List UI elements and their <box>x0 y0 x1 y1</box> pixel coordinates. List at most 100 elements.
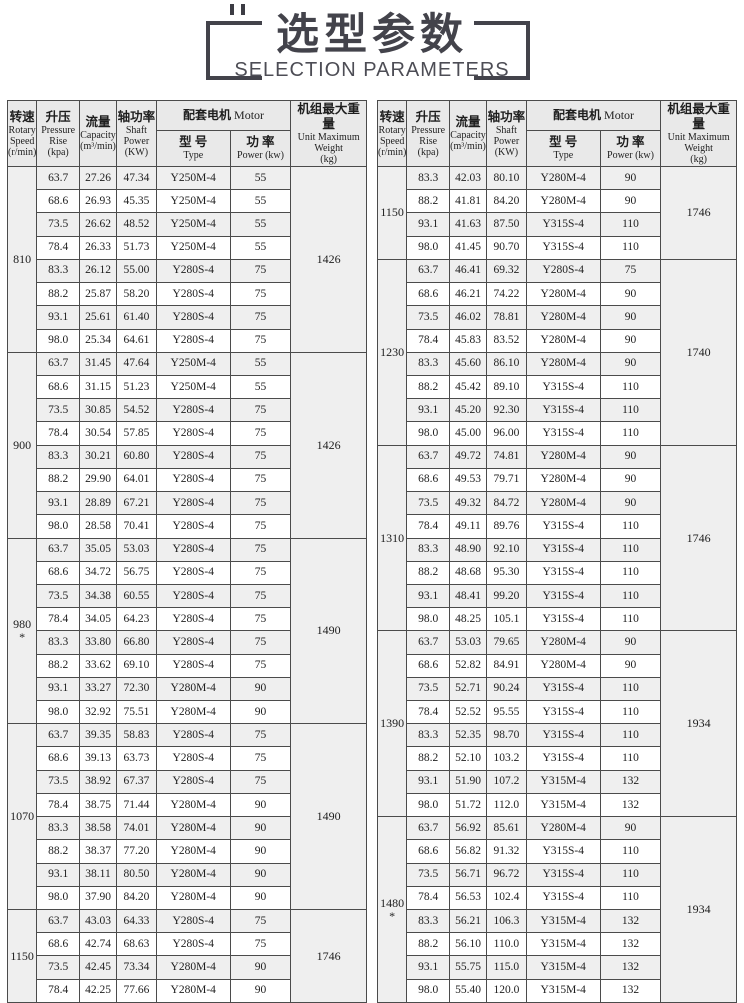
pressure-cell: 83.3 <box>406 908 451 934</box>
table-row: 83.3 45.60 86.10 Y280M-4 90 <box>378 351 737 376</box>
capacity-cell: 46.02 <box>449 305 487 330</box>
pressure-cell: 98.0 <box>406 235 451 260</box>
shaft-power-cell: 60.80 <box>115 444 157 469</box>
table-row: 93.1 55.75 115.0 Y315M-4 132 <box>378 955 737 980</box>
shaft-power-cell: 77.66 <box>115 978 157 1003</box>
header-row-2: 型 号 Type 功 率 Power (kw) <box>378 129 737 168</box>
speed-cell: 980 * <box>6 537 38 725</box>
table-header: 转速 Rotary Speed (r/min) 升压 Pressure Rise (k… <box>376 100 737 168</box>
table-row: 78.4 38.75 71.44 Y280M-4 90 <box>8 792 367 818</box>
header-capacity: 流量 Capacity (m³/min) <box>79 100 117 167</box>
capacity-cell: 25.87 <box>79 282 117 307</box>
header-motor-zh: 配套电机 <box>183 108 232 123</box>
motor-power-cell: 132 <box>599 908 662 934</box>
table-row: 83.3 52.35 98.70 Y315S-4 110 <box>378 723 737 748</box>
capacity-cell: 33.80 <box>79 630 117 655</box>
pressure-cell: 88.2 <box>36 653 81 678</box>
pressure-cell: 98.0 <box>36 885 81 911</box>
capacity-cell: 48.90 <box>449 537 487 562</box>
table-row: 98.0 48.25 105.1 Y315S-4 110 <box>378 607 737 632</box>
capacity-cell: 28.89 <box>79 491 117 516</box>
pressure-cell: 98.0 <box>406 978 451 1003</box>
table-row: 88.2 41.81 84.20 Y280M-4 90 <box>378 189 737 214</box>
motor-power-cell: 75 <box>599 258 662 284</box>
motor-type-cell: Y315S-4 <box>525 746 601 771</box>
capacity-cell: 48.41 <box>449 583 487 609</box>
pressure-cell: 73.5 <box>36 955 81 980</box>
capacity-cell: 55.40 <box>449 978 487 1003</box>
table-row: 83.3 48.90 92.10 Y315S-4 110 <box>378 537 737 562</box>
capacity-cell: 29.90 <box>79 467 117 493</box>
motor-power-cell: 90 <box>229 862 292 887</box>
shaft-power-cell: 64.01 <box>115 467 157 493</box>
shaft-power-cell: 95.30 <box>485 560 527 585</box>
table-row: 88.2 45.42 89.10 Y315S-4 110 <box>378 374 737 400</box>
motor-type-cell: Y280M-4 <box>525 491 601 516</box>
motor-type-cell: Y250M-4 <box>155 374 231 400</box>
weight-cell: 1426 <box>290 351 367 539</box>
table-row: 1230 63.7 46.41 69.32 Y280S-4 75 1740 <box>376 258 737 446</box>
capacity-cell: 52.10 <box>449 746 487 771</box>
speed-cell: 1310 <box>376 444 408 632</box>
table-row: 73.5 34.38 60.55 Y280S-4 75 <box>8 583 367 609</box>
motor-type-cell: Y280S-4 <box>155 514 231 539</box>
motor-type-cell: Y315S-4 <box>525 560 601 585</box>
pressure-cell: 63.7 <box>406 258 451 284</box>
capacity-cell: 46.21 <box>449 282 487 307</box>
table-row: 68.6 39.13 63.73 Y280S-4 75 <box>8 746 367 771</box>
header-motor-type-en: Type <box>183 150 204 162</box>
capacity-cell: 41.45 <box>449 235 487 260</box>
motor-type-cell: Y280M-4 <box>525 630 601 655</box>
shaft-power-cell: 99.20 <box>485 583 527 609</box>
motor-type-cell: Y250M-4 <box>155 165 231 191</box>
pressure-cell: 63.7 <box>406 444 451 469</box>
shaft-power-cell: 120.0 <box>485 978 527 1003</box>
shaft-power-cell: 83.52 <box>485 328 527 353</box>
shaft-power-cell: 115.0 <box>485 955 527 980</box>
motor-type-cell: Y315S-4 <box>525 607 601 632</box>
motor-type-cell: Y315S-4 <box>525 723 601 748</box>
pressure-cell: 98.0 <box>36 514 81 539</box>
motor-type-cell: Y250M-4 <box>155 212 231 237</box>
pressure-cell: 93.1 <box>406 769 451 794</box>
weight-cell: 1746 <box>660 444 737 632</box>
pressure-cell: 78.4 <box>36 978 81 1003</box>
pressure-cell: 63.7 <box>36 537 81 562</box>
capacity-cell: 56.21 <box>449 908 487 934</box>
capacity-cell: 38.75 <box>79 792 117 818</box>
pressure-cell: 78.4 <box>36 607 81 632</box>
motor-power-cell: 75 <box>229 421 292 446</box>
pressure-cell: 98.0 <box>406 421 451 446</box>
table-row: 88.2 25.87 58.20 Y280S-4 75 <box>8 282 367 307</box>
shaft-power-cell: 77.20 <box>115 839 157 864</box>
motor-type-cell: Y315S-4 <box>525 862 601 887</box>
table-row: 73.5 30.85 54.52 Y280S-4 75 <box>8 398 367 423</box>
pressure-cell: 98.0 <box>406 607 451 632</box>
pressure-cell: 78.4 <box>36 421 81 446</box>
capacity-cell: 52.35 <box>449 723 487 748</box>
motor-power-cell: 110 <box>599 374 662 400</box>
header-motor-type-en: Type <box>553 150 574 162</box>
pressure-cell: 93.1 <box>406 583 451 609</box>
pressure-cell: 78.4 <box>406 700 451 725</box>
motor-type-cell: Y315S-4 <box>525 885 601 911</box>
motor-power-cell: 90 <box>229 816 292 841</box>
shaft-power-cell: 90.24 <box>485 676 527 702</box>
page-title: 选型参数 <box>276 11 468 59</box>
pressure-cell: 68.6 <box>36 189 81 214</box>
motor-type-cell: Y315S-4 <box>525 374 601 400</box>
table-row: 93.1 45.20 92.30 Y315S-4 110 <box>378 398 737 423</box>
capacity-cell: 26.12 <box>79 258 117 284</box>
motor-type-cell: Y280S-4 <box>155 491 231 516</box>
motor-power-cell: 110 <box>599 560 662 585</box>
shaft-power-cell: 63.73 <box>115 746 157 771</box>
shaft-power-cell: 84.20 <box>485 189 527 214</box>
shaft-power-cell: 71.44 <box>115 792 157 818</box>
pressure-cell: 78.4 <box>406 885 451 911</box>
motor-type-cell: Y315M-4 <box>525 792 601 818</box>
motor-type-cell: Y280S-4 <box>525 258 601 284</box>
shaft-power-cell: 90.70 <box>485 235 527 260</box>
motor-power-cell: 75 <box>229 444 292 469</box>
shaft-power-cell: 96.72 <box>485 862 527 887</box>
table-row: 73.5 46.02 78.81 Y280M-4 90 <box>378 305 737 330</box>
